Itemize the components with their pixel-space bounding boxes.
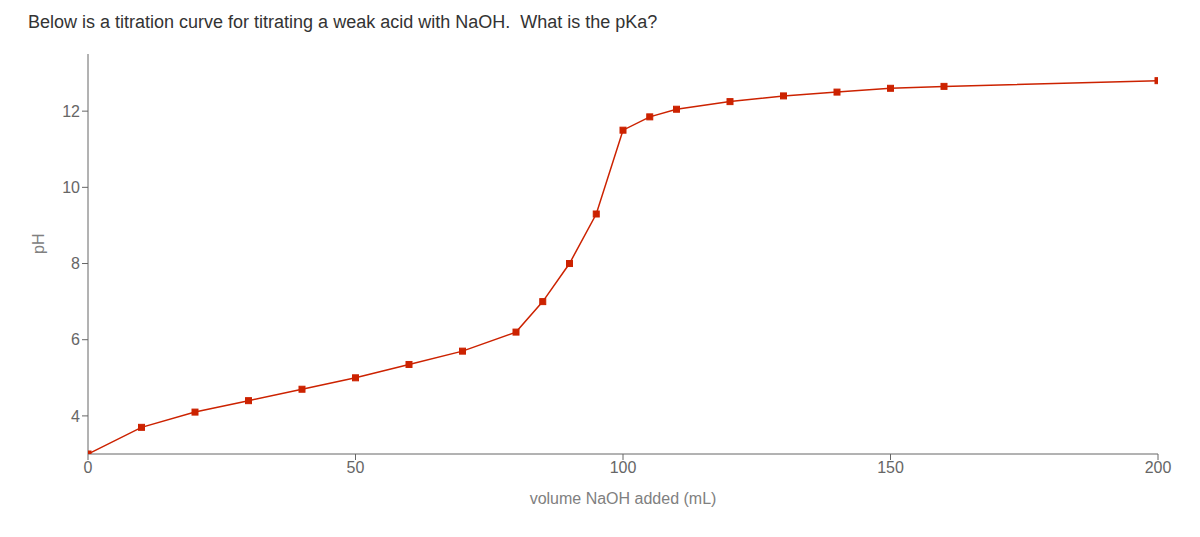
html-text:Below is a titration curve for: Below is a titration curve for titrating… bbox=[28, 12, 658, 32]
svg-text:6: 6 bbox=[71, 331, 80, 348]
svg-text:volume NaOH added (mL): volume NaOH added (mL) bbox=[530, 490, 717, 507]
svg-text:10: 10 bbox=[62, 179, 80, 196]
svg-text:0: 0 bbox=[84, 459, 93, 476]
svg-text:200: 200 bbox=[1145, 459, 1172, 476]
svg-text:150: 150 bbox=[877, 459, 904, 476]
svg-text:100: 100 bbox=[610, 459, 637, 476]
svg-text:pH: pH bbox=[30, 234, 47, 254]
svg-text:50: 50 bbox=[347, 459, 365, 476]
svg-text:12: 12 bbox=[62, 103, 80, 120]
svg-text:8: 8 bbox=[71, 255, 80, 272]
svg-text:4: 4 bbox=[71, 408, 80, 425]
